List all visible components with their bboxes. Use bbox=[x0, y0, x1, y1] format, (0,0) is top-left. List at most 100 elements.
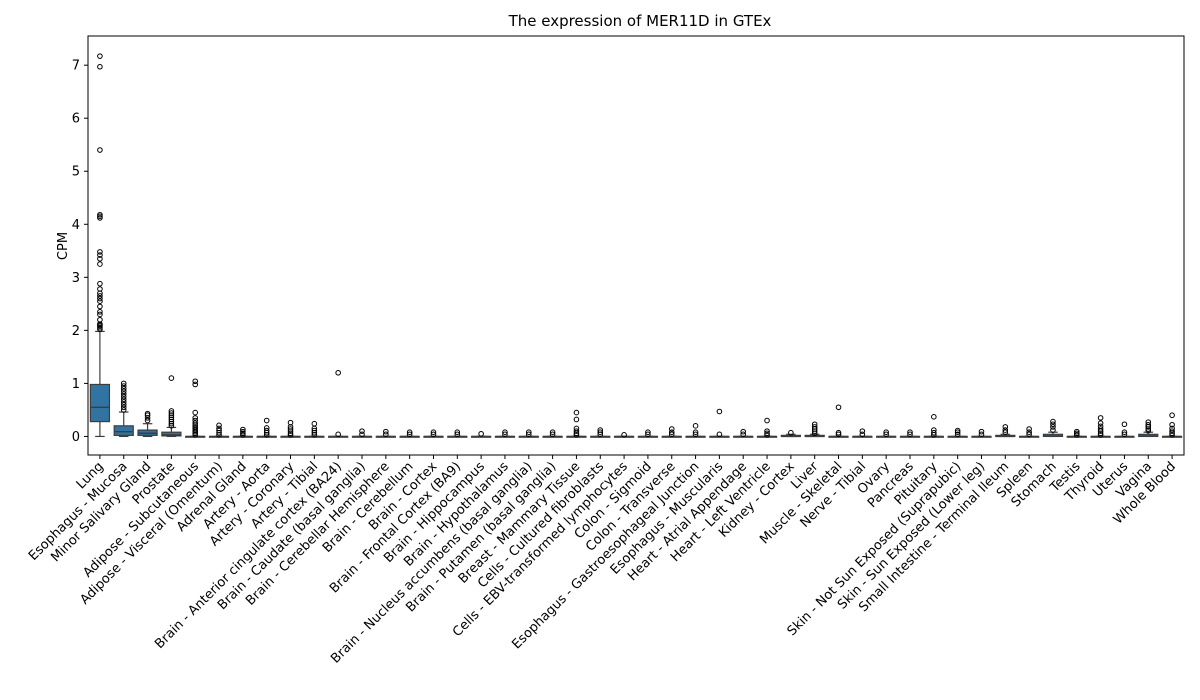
box-group bbox=[637, 429, 659, 438]
outlier-point bbox=[287, 419, 294, 426]
outlier-point bbox=[406, 429, 413, 435]
y-tick-label: 7 bbox=[72, 59, 80, 74]
box-group bbox=[1018, 426, 1040, 438]
outlier-point bbox=[1097, 426, 1104, 432]
outlier-point bbox=[383, 431, 389, 438]
outlier-point bbox=[645, 431, 651, 438]
outlier-point bbox=[120, 380, 127, 387]
outlier-point bbox=[764, 430, 770, 437]
y-tick-label: 3 bbox=[72, 271, 80, 286]
outlier-point bbox=[97, 211, 103, 218]
outlier-point bbox=[1050, 424, 1056, 430]
outlier-point bbox=[478, 430, 484, 437]
outlier-point bbox=[311, 427, 318, 434]
box-group bbox=[185, 378, 206, 438]
outlier-point bbox=[168, 410, 175, 416]
outlier-point bbox=[716, 431, 723, 438]
box-group bbox=[256, 417, 277, 438]
outlier-point bbox=[978, 431, 985, 438]
box-group bbox=[375, 428, 396, 438]
outlier-point bbox=[240, 426, 246, 433]
box-group bbox=[661, 426, 682, 438]
y-tick-label: 1 bbox=[72, 377, 80, 392]
outlier-point bbox=[311, 420, 318, 427]
y-tick-label: 4 bbox=[72, 218, 80, 233]
outlier-point bbox=[1169, 421, 1175, 428]
outlier-point bbox=[144, 410, 151, 417]
outlier-point bbox=[978, 428, 985, 435]
box-group bbox=[733, 428, 754, 438]
box-group bbox=[399, 429, 420, 438]
box-group bbox=[89, 53, 111, 438]
outlier-point bbox=[525, 429, 532, 435]
y-tick-label: 5 bbox=[72, 165, 80, 180]
outlier-point bbox=[859, 428, 866, 434]
outlier-point bbox=[97, 286, 103, 292]
outlier-point bbox=[359, 428, 365, 434]
outlier-point bbox=[240, 428, 246, 435]
outlier-point bbox=[97, 249, 103, 255]
outlier-point bbox=[1097, 415, 1104, 421]
box-group bbox=[447, 429, 468, 438]
outlier-point bbox=[835, 429, 842, 436]
box-group bbox=[613, 432, 635, 438]
outlier-point bbox=[811, 421, 818, 428]
outlier-point bbox=[120, 388, 127, 395]
outlier-point bbox=[120, 391, 127, 397]
box-group bbox=[113, 380, 134, 438]
box-group bbox=[161, 375, 182, 438]
outlier-point bbox=[1121, 421, 1128, 428]
outlier-point bbox=[430, 429, 437, 435]
outlier-point bbox=[573, 425, 580, 432]
box-group bbox=[423, 429, 444, 438]
box-group bbox=[780, 429, 801, 438]
outlier-point bbox=[430, 431, 437, 438]
box-group bbox=[828, 404, 849, 438]
box-group bbox=[995, 424, 1016, 438]
outlier-point bbox=[931, 427, 937, 433]
outlier-point bbox=[573, 428, 580, 434]
outlier-point bbox=[883, 431, 889, 438]
outlier-point bbox=[549, 431, 556, 438]
outlier-point bbox=[97, 293, 103, 299]
outlier-point bbox=[263, 425, 270, 431]
outlier-point bbox=[502, 429, 508, 435]
outlier-point bbox=[1002, 429, 1009, 435]
outlier-point bbox=[859, 431, 866, 438]
outlier-point bbox=[144, 417, 151, 424]
outlier-point bbox=[1002, 424, 1009, 430]
outlier-point bbox=[97, 63, 103, 70]
outlier-point bbox=[1169, 425, 1175, 432]
outlier-point bbox=[1026, 426, 1032, 432]
outlier-point bbox=[716, 408, 723, 415]
box-group bbox=[542, 429, 563, 438]
outlier-point bbox=[120, 396, 127, 403]
box bbox=[113, 425, 134, 436]
outlier-point bbox=[120, 383, 127, 389]
outlier-point bbox=[383, 428, 389, 435]
outlier-point bbox=[597, 427, 604, 433]
outlier-point bbox=[97, 255, 103, 262]
outlier-point bbox=[120, 407, 127, 413]
box-group bbox=[685, 423, 706, 438]
outlier-point bbox=[883, 429, 889, 435]
y-tick-label: 0 bbox=[72, 430, 80, 445]
outlier-point bbox=[192, 381, 199, 388]
outlier-point bbox=[97, 316, 103, 323]
outlier-point bbox=[740, 428, 747, 435]
outlier-point bbox=[120, 401, 127, 408]
box-group bbox=[709, 408, 730, 438]
outlier-point bbox=[192, 417, 199, 424]
outlier-point bbox=[1050, 418, 1056, 425]
box-group bbox=[947, 427, 968, 438]
outlier-point bbox=[1050, 421, 1056, 428]
outlier-point bbox=[621, 432, 627, 438]
outlier-point bbox=[168, 375, 175, 381]
outlier-point bbox=[1050, 427, 1056, 433]
outlier-point bbox=[1145, 419, 1152, 425]
box-group bbox=[1090, 415, 1111, 438]
outlier-point bbox=[1073, 428, 1080, 435]
outlier-point bbox=[454, 429, 461, 435]
